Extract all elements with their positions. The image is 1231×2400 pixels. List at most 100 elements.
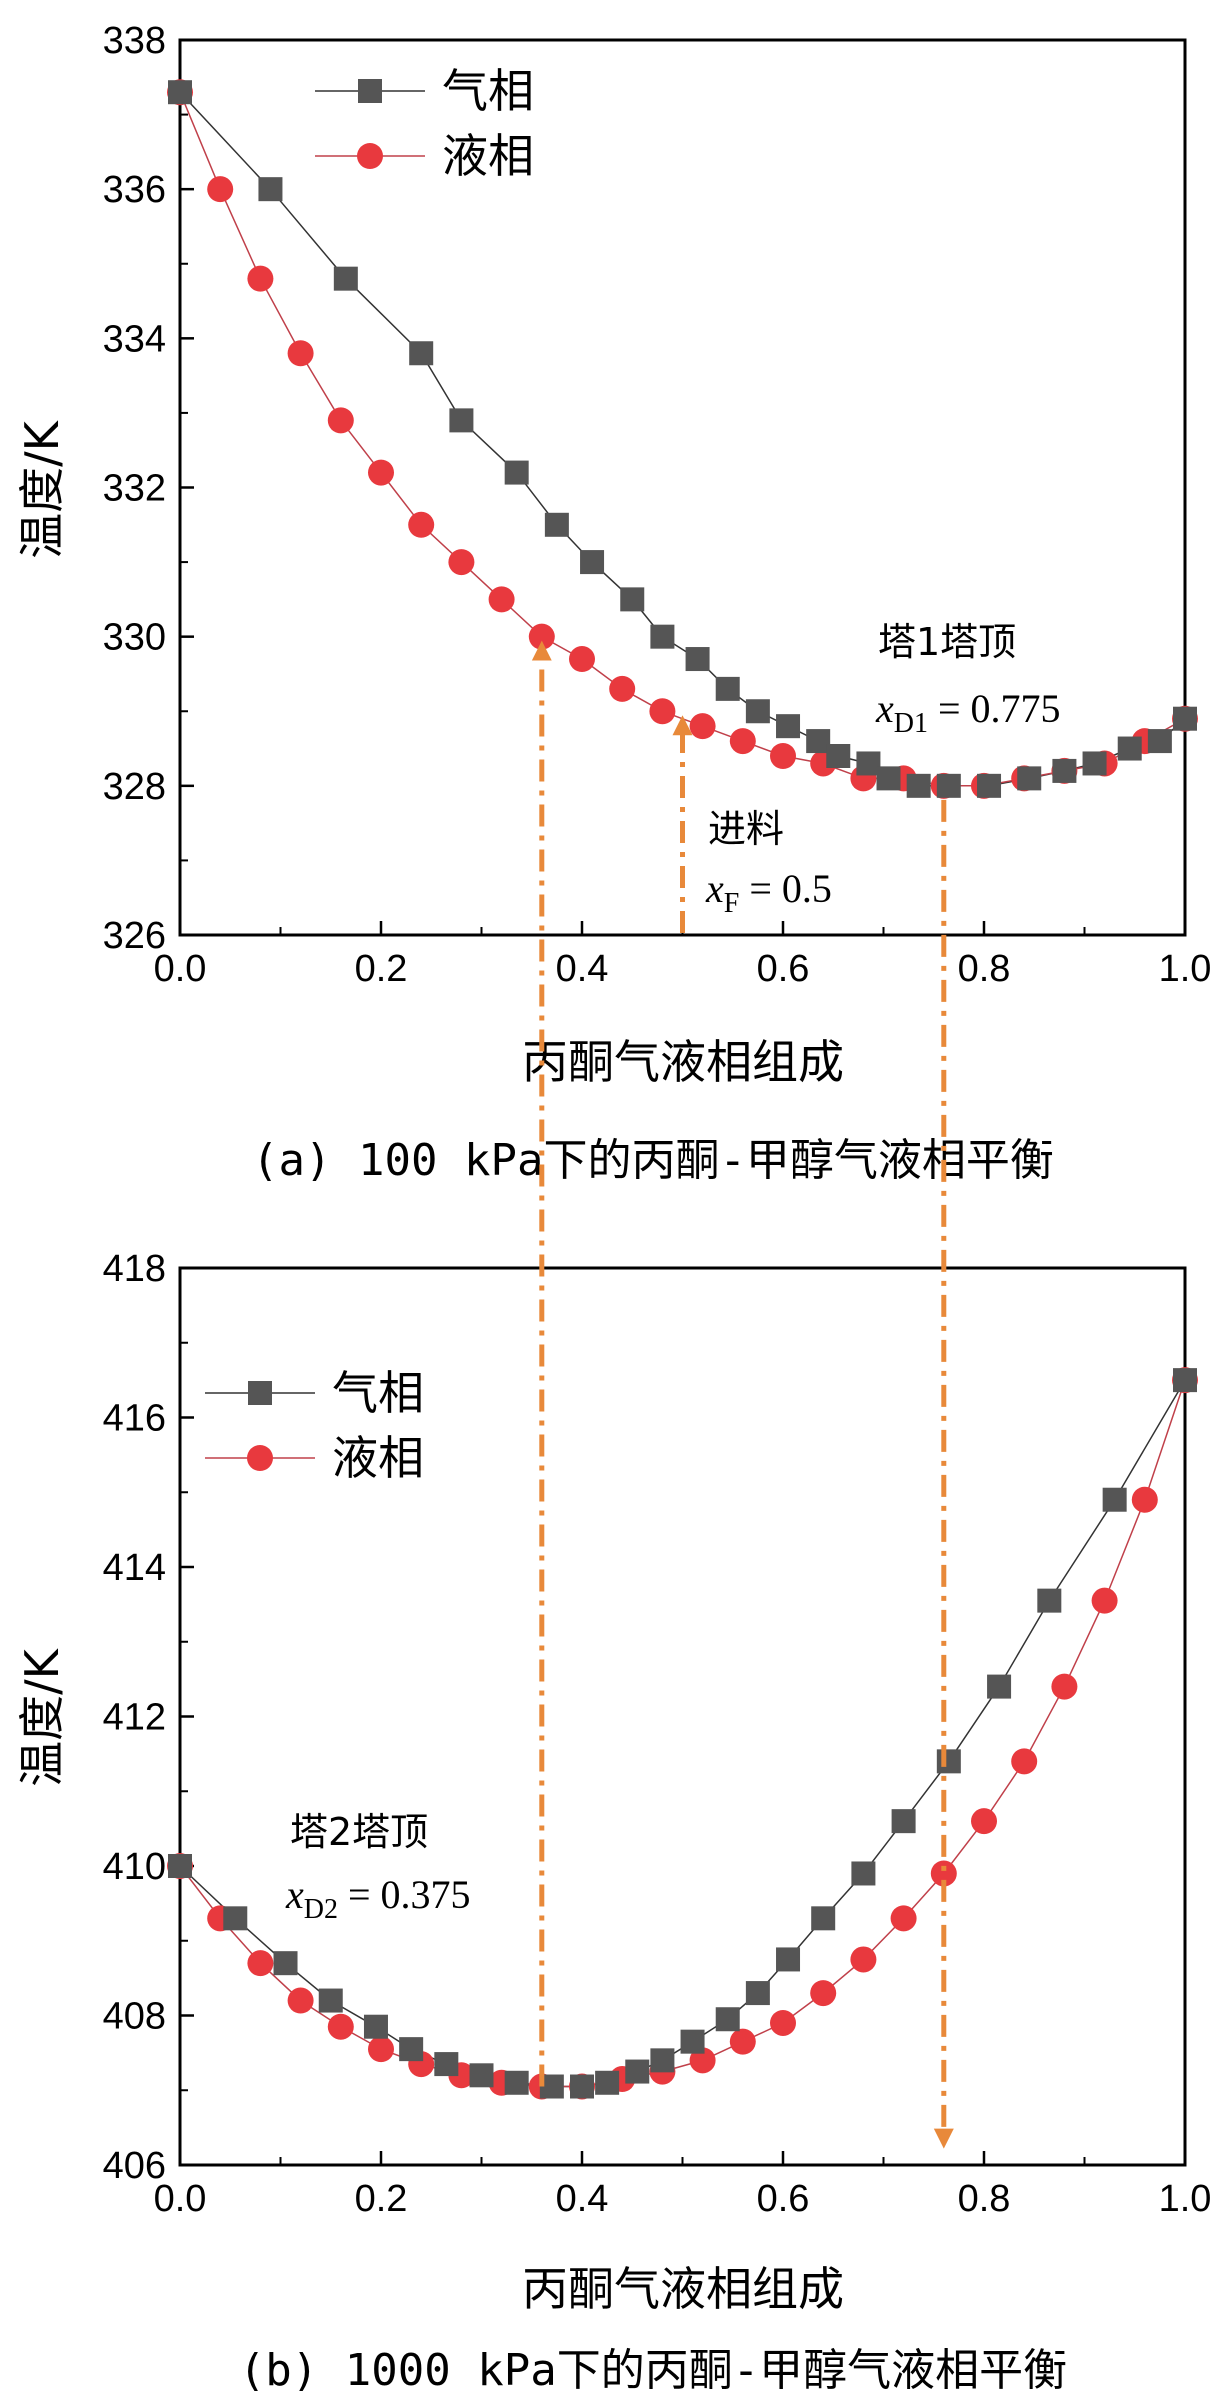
legend-liquid-marker <box>357 143 383 169</box>
vapor-point <box>936 773 961 798</box>
y-tick-label: 406 <box>103 2145 166 2187</box>
vapor-point <box>399 2037 424 2062</box>
vapor-point <box>273 1951 298 1976</box>
liquid-point <box>488 586 515 613</box>
vapor-point <box>1037 1588 1062 1613</box>
x-tick-label: 0.0 <box>154 2178 207 2220</box>
vapor-point <box>680 2029 705 2054</box>
chart-b-x-axis-label: 丙酮气液相组成 <box>522 2262 844 2316</box>
vapor-point <box>856 751 881 776</box>
vapor-point <box>449 408 474 433</box>
chart-a-x-axis-label: 丙酮气液相组成 <box>522 1035 844 1089</box>
chart-b-ticks: 0.0 0.2 0.4 0.6 0.8 1.0 406 408 410 412 414 416 418 <box>103 1248 1212 2220</box>
y-tick-label: 416 <box>103 1398 166 1440</box>
vapor-point <box>620 587 645 612</box>
vapor-point <box>826 744 851 768</box>
vapor-point <box>223 1906 248 1931</box>
x-tick-label: 0.8 <box>958 2178 1011 2220</box>
series-line-liquid <box>179 91 1186 787</box>
vapor-point <box>1147 729 1172 754</box>
vapor-point <box>544 512 569 537</box>
liquid-point <box>689 713 716 740</box>
vapor-point <box>715 2007 740 2032</box>
vapor-point <box>745 699 770 724</box>
vapor-point <box>570 2074 594 2099</box>
y-tick-label: 326 <box>103 915 166 957</box>
chart-a-annotation-feed-formula: xF = 0.5 <box>705 866 832 919</box>
y-tick-label: 330 <box>103 617 166 659</box>
vapor-point <box>595 2070 620 2095</box>
liquid-point <box>1051 1673 1078 1700</box>
vapor-point <box>434 2052 459 2077</box>
vapor-point <box>987 1674 1012 1699</box>
vapor-point <box>1173 1368 1197 1393</box>
liquid-point <box>408 511 435 538</box>
vapor-point <box>409 341 434 366</box>
y-tick-label: 338 <box>103 20 166 62</box>
liquid-point <box>569 646 595 673</box>
liquid-point <box>729 728 756 755</box>
legend-liquid-marker-b <box>247 1445 273 1471</box>
x-tick-label: 0.6 <box>757 948 810 990</box>
vapor-point <box>977 773 1002 798</box>
chart-b-caption: (b) 1000 kPa下的丙酮-甲醇气液相平衡 <box>239 2345 1067 2396</box>
y-tick-label: 412 <box>103 1697 166 1739</box>
vapor-point <box>806 729 831 754</box>
x-tick-label: 1.0 <box>1159 948 1212 990</box>
vapor-point <box>1117 736 1142 761</box>
liquid-point <box>689 2047 716 2074</box>
y-tick-label: 418 <box>103 1248 166 1290</box>
chart-b-y-axis-label: 温度/K <box>15 1647 69 1786</box>
vapor-point <box>504 2070 529 2095</box>
x-tick-label: 0.8 <box>958 948 1011 990</box>
series-line-vapor <box>179 91 1186 787</box>
chart-b-annotation-top: 塔2塔顶 <box>290 1810 428 1854</box>
chart-a-ticks: 0.0 0.2 0.4 0.6 0.8 1.0 326 328 330 332 334 336 338 <box>103 20 1212 990</box>
vapor-point <box>650 624 675 649</box>
liquid-point <box>971 1808 997 1835</box>
liquid-point <box>1131 1486 1158 1513</box>
liquid-point <box>770 743 796 769</box>
chart-a-annotation-feed: 进料 <box>708 807 784 851</box>
chart-a-legend-liquid: 液相 <box>442 129 534 183</box>
liquid-point <box>729 2028 756 2055</box>
x-tick-label: 0.0 <box>154 948 207 990</box>
vapor-point <box>168 80 192 105</box>
x-tick-label: 1.0 <box>1159 2178 1212 2220</box>
chart-b-annotation-top-formula: xD2 = 0.375 <box>285 1872 471 1925</box>
chart-a-legend-vapor: 气相 <box>442 64 534 118</box>
liquid-point <box>1091 1587 1118 1614</box>
vapor-point <box>363 2014 388 2039</box>
x-tick-label: 0.2 <box>355 2178 408 2220</box>
chart-a-annotation-top-formula: xD1 = 0.775 <box>875 686 1061 739</box>
vapor-point <box>891 1809 916 1834</box>
vapor-point <box>1102 1487 1127 1512</box>
vapor-point <box>650 2048 675 2073</box>
x-tick-label: 0.4 <box>556 948 609 990</box>
liquid-point <box>810 1980 837 2007</box>
vapor-point <box>851 1861 876 1886</box>
legend-vapor-marker-b <box>248 1381 272 1405</box>
vapor-point <box>715 676 740 701</box>
vapor-point <box>745 1981 770 2006</box>
liquid-point <box>247 1950 274 1977</box>
chart-a-lines <box>179 91 1186 787</box>
vapor-point <box>876 766 901 791</box>
vapor-point <box>258 177 283 202</box>
y-tick-label: 334 <box>103 318 166 360</box>
vapor-point <box>811 1906 836 1931</box>
vapor-point <box>936 1749 961 1774</box>
liquid-point <box>287 340 314 367</box>
y-tick-label: 336 <box>103 169 166 211</box>
chart-b-marks <box>167 1367 1198 2100</box>
liquid-point <box>247 265 274 292</box>
liquid-point <box>368 2036 394 2063</box>
cross-arrows <box>531 640 954 2149</box>
chart-b-legend: 气相 液相 <box>205 1366 424 1485</box>
chart-a-marks <box>167 79 1198 799</box>
liquid-point <box>770 2009 796 2036</box>
chart-b-lines <box>179 1379 1186 2088</box>
vapor-point <box>625 2059 650 2084</box>
liquid-point <box>1011 1748 1038 1775</box>
